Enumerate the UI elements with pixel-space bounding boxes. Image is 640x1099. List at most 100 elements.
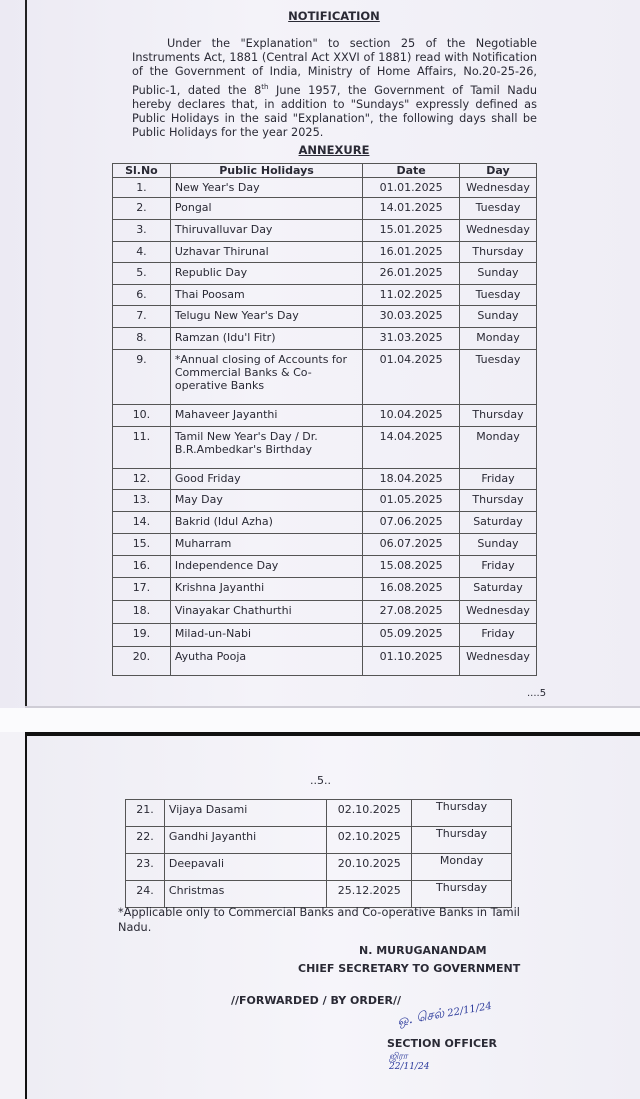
serial-cell: 13. [112,489,171,512]
paragraph-text: June 1957, the Government of Tamil Nadu … [132,83,537,139]
page-number: ..5.. [310,774,331,787]
day-cell: Saturday [459,511,537,534]
table-row: 3. Thiruvalluvar Day 15.01.2025 Wednesday [112,219,537,242]
table-row: 24. Christmas 25.12.2025 Thursday [125,880,512,908]
holiday-cell: Gandhi Jayanthi [163,826,328,854]
serial-cell: 14. [112,511,171,534]
date-cell: 20.10.2025 [326,853,413,881]
date-cell: 10.04.2025 [362,404,460,427]
holiday-cell: Republic Day [169,262,364,285]
holiday-cell: Good Friday [169,468,364,490]
day-cell: Tuesday [459,349,537,405]
serial-cell: 4. [112,241,171,263]
table-row: 13. May Day 01.05.2025 Thursday [112,489,537,512]
holiday-cell: Ramzan (Idu'l Fitr) [169,327,364,350]
table-row: 20. Ayutha Pooja 01.10.2025 Wednesday [112,646,537,676]
table-row: 12. Good Friday 18.04.2025 Friday [112,468,537,490]
footnote: *Applicable only to Commercial Banks and… [118,906,520,934]
table-row: 16. Independence Day 15.08.2025 Friday [112,555,537,578]
serial-cell: 15. [112,533,171,556]
holiday-cell: Krishna Jayanthi [169,577,364,601]
day-cell: Monday [459,327,537,350]
day-cell: Sunday [459,305,537,328]
date-cell: 01.10.2025 [362,646,460,676]
holiday-cell: Milad-un-Nabi [169,623,364,647]
serial-cell: 18. [112,600,171,624]
date-cell: 02.10.2025 [326,826,413,854]
date-cell: 26.01.2025 [362,262,460,285]
serial-cell: 7. [112,305,171,328]
serial-cell: 21. [125,799,165,827]
holiday-cell: Bakrid (Idul Azha) [169,511,364,534]
table-row: 21. Vijaya Dasami 02.10.2025 Thursday [125,799,512,827]
serial-cell: 9. [112,349,171,405]
day-cell: Saturday [459,577,537,601]
column-header: Date [362,163,460,178]
date-cell: 16.01.2025 [362,241,460,263]
day-cell: Monday [411,853,512,881]
day-cell: Monday [459,426,537,469]
table-row: 9. *Annual closing of Accounts for Commer… [112,349,537,405]
day-cell: Thursday [459,241,537,263]
date-cell: 25.12.2025 [326,880,413,908]
notification-paragraph: Under the "Explanation" to section 25 of… [132,37,537,140]
serial-cell: 6. [112,284,171,306]
day-cell: Wednesday [459,600,537,624]
date-cell: 01.01.2025 [362,177,460,198]
document-page-2: ..5.. 21. Vijaya Dasami 02.10.2025 Thursday… [25,732,640,1099]
day-cell: Sunday [459,533,537,556]
table-row: 15. Muharram 06.07.2025 Sunday [112,533,537,556]
column-header: Sl.No [112,163,171,178]
date-cell: 06.07.2025 [362,533,460,556]
serial-cell: 5. [112,262,171,285]
paragraph-text: Under the "Explanation" to section 25 of… [132,37,537,97]
day-cell: Thursday [459,489,537,512]
serial-cell: 22. [125,826,165,854]
column-header: Day [459,163,537,178]
table-row: 10. Mahaveer Jayanthi 10.04.2025 Thursday [112,404,537,427]
table-row: 6. Thai Poosam 11.02.2025 Tuesday [112,284,537,306]
table-row: 22. Gandhi Jayanthi 02.10.2025 Thursday [125,826,512,854]
holiday-cell: Christmas [163,880,328,908]
table-row: 8. Ramzan (Idu'l Fitr) 31.03.2025 Monday [112,327,537,350]
table-row: 18. Vinayakar Chathurthi 27.08.2025 Wednesd… [112,600,537,624]
holidays-table: Sl.No Public Holidays Date Day 1. New Year's… [112,163,537,676]
serial-cell: 8. [112,327,171,350]
holiday-cell: New Year's Day [169,177,364,198]
date-cell: 15.08.2025 [362,555,460,578]
officer-designation: SECTION OFFICER [387,1037,498,1050]
day-cell: Wednesday [459,177,537,198]
day-cell: Tuesday [459,284,537,306]
serial-cell: 17. [112,577,171,601]
forwarded-line: //FORWARDED / BY ORDER// [231,994,401,1007]
serial-cell: 3. [112,219,171,242]
page-continuation: ....5 [527,688,547,699]
day-cell: Friday [459,623,537,647]
table-row: 7. Telugu New Year's Day 30.03.2025 Sunday [112,305,537,328]
date-cell: 14.01.2025 [362,197,460,220]
day-cell: Friday [459,555,537,578]
annexure-heading: ANNEXURE [298,143,370,157]
holiday-cell: Vinayakar Chathurthi [169,600,364,624]
officer-signature: ஒ. செல் 22/11/24 [396,1000,493,1030]
date-cell: 15.01.2025 [362,219,460,242]
holiday-cell: Thai Poosam [169,284,364,306]
day-cell: Friday [459,468,537,490]
holiday-cell: Deepavali [163,853,328,881]
table-row: 4. Uzhavar Thirunal 16.01.2025 Thursday [112,241,537,263]
day-cell: Wednesday [459,219,537,242]
holidays-table-continued: 21. Vijaya Dasami 02.10.2025 Thursday 22. Gan… [125,799,512,908]
signatory-designation: CHIEF SECRETARY TO GOVERNMENT [298,962,521,975]
table-row: 2. Pongal 14.01.2025 Tuesday [112,197,537,220]
holiday-cell: Vijaya Dasami [163,799,328,827]
serial-cell: 1. [112,177,171,198]
day-cell: Tuesday [459,197,537,220]
date-cell: 31.03.2025 [362,327,460,350]
serial-cell: 19. [112,623,171,647]
day-cell: Thursday [459,404,537,427]
holiday-cell: Independence Day [169,555,364,578]
serial-cell: 2. [112,197,171,220]
date-cell: 01.04.2025 [362,349,460,405]
column-header: Public Holidays [169,163,364,178]
holiday-cell: May Day [169,489,364,512]
